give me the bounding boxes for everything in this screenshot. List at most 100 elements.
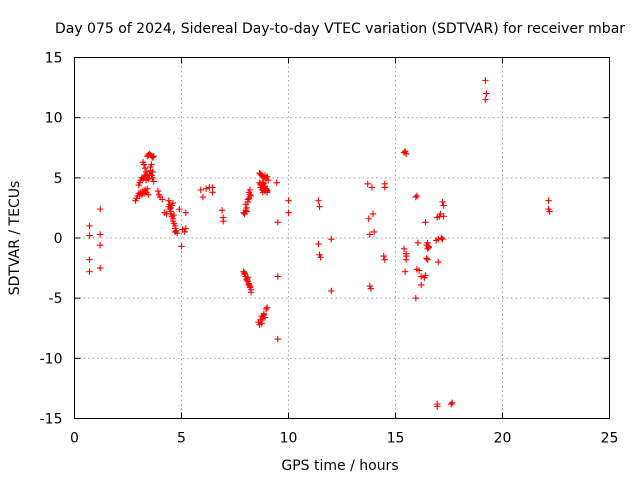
data-point xyxy=(365,215,372,222)
data-point xyxy=(199,193,207,201)
data-point xyxy=(414,239,422,247)
data-point xyxy=(86,222,93,230)
data-point xyxy=(247,192,255,200)
data-point xyxy=(220,217,227,225)
data-point xyxy=(422,219,429,226)
data-point xyxy=(86,232,93,239)
data-point xyxy=(403,256,410,263)
data-point xyxy=(259,189,267,196)
data-point xyxy=(150,178,157,185)
data-point xyxy=(86,268,93,275)
data-point xyxy=(413,266,421,273)
y-tick-label: -10 xyxy=(40,351,63,367)
y-tick-label: 5 xyxy=(54,171,63,187)
data-point xyxy=(285,209,292,216)
data-point xyxy=(243,208,250,215)
data-point xyxy=(150,152,157,160)
data-point xyxy=(197,186,204,194)
plot-frame xyxy=(74,57,610,419)
data-point xyxy=(244,274,252,281)
data-point xyxy=(258,320,265,327)
x-tick-labels: 0 5 10 15 20 25 xyxy=(70,431,618,447)
data-point xyxy=(403,250,410,257)
data-point xyxy=(381,256,388,263)
y-tick-label: 10 xyxy=(45,111,63,127)
y-tick-label: -15 xyxy=(40,412,63,428)
data-point xyxy=(154,187,162,195)
data-point xyxy=(247,288,255,296)
data-point xyxy=(412,193,420,201)
data-point xyxy=(401,268,409,275)
data-point xyxy=(424,256,431,263)
data-point xyxy=(274,335,281,343)
data-point xyxy=(285,197,292,204)
data-point xyxy=(482,96,489,103)
data-point xyxy=(263,304,271,311)
data-point xyxy=(96,205,104,213)
data-point xyxy=(263,186,271,194)
data-point xyxy=(246,284,254,291)
data-point xyxy=(218,207,226,214)
data-point xyxy=(149,168,156,176)
data-point xyxy=(241,269,248,277)
data-point xyxy=(148,161,155,168)
data-point xyxy=(178,243,185,250)
data-point xyxy=(370,228,378,236)
data-point xyxy=(140,173,148,180)
data-point xyxy=(244,196,252,203)
data-point xyxy=(149,174,156,182)
data-point xyxy=(483,90,490,97)
data-point xyxy=(315,240,322,248)
data-point xyxy=(364,180,371,188)
data-point xyxy=(145,191,152,198)
data-point xyxy=(273,179,280,186)
data-point xyxy=(96,231,104,238)
x-tick-label: 5 xyxy=(177,431,186,447)
data-point xyxy=(366,231,374,238)
data-point xyxy=(400,245,408,253)
data-point xyxy=(423,255,430,262)
data-point xyxy=(202,185,210,192)
y-tick-label: 15 xyxy=(45,51,63,67)
data-point xyxy=(381,180,388,188)
data-point xyxy=(328,287,335,295)
data-point xyxy=(96,264,104,272)
data-point xyxy=(182,225,189,232)
x-tick-label: 20 xyxy=(494,431,512,447)
data-point xyxy=(545,197,552,204)
data-point xyxy=(380,252,387,260)
data-point xyxy=(316,251,323,259)
data-point xyxy=(182,209,189,216)
data-point xyxy=(86,256,93,263)
y-tick-label: 0 xyxy=(54,231,63,247)
data-point xyxy=(424,239,431,247)
chart-title: Day 075 of 2024, Sidereal Day-to-day VTE… xyxy=(55,21,625,37)
data-point xyxy=(96,242,104,249)
data-point xyxy=(144,185,151,192)
data-point xyxy=(368,184,376,191)
data-point xyxy=(412,294,420,302)
y-axis-label: SDTVAR / TECUs xyxy=(7,181,23,296)
data-point xyxy=(246,186,254,194)
data-point xyxy=(170,211,178,219)
data-point xyxy=(316,203,323,210)
grid-lines xyxy=(74,57,610,419)
y-tick-labels: 15 10 5 0 -5 -10 -15 xyxy=(40,51,63,428)
data-point xyxy=(181,228,188,236)
data-points xyxy=(86,77,553,410)
data-point xyxy=(422,272,429,279)
data-point xyxy=(145,175,152,183)
x-tick-label: 15 xyxy=(387,431,405,447)
data-point xyxy=(440,202,447,209)
data-point xyxy=(440,213,447,220)
data-point xyxy=(425,243,432,250)
data-point xyxy=(171,228,179,236)
data-point xyxy=(159,196,166,203)
data-point xyxy=(242,201,249,208)
data-point xyxy=(149,154,156,161)
x-tick-label: 25 xyxy=(601,431,619,447)
data-point xyxy=(449,399,456,407)
data-point xyxy=(413,192,421,200)
